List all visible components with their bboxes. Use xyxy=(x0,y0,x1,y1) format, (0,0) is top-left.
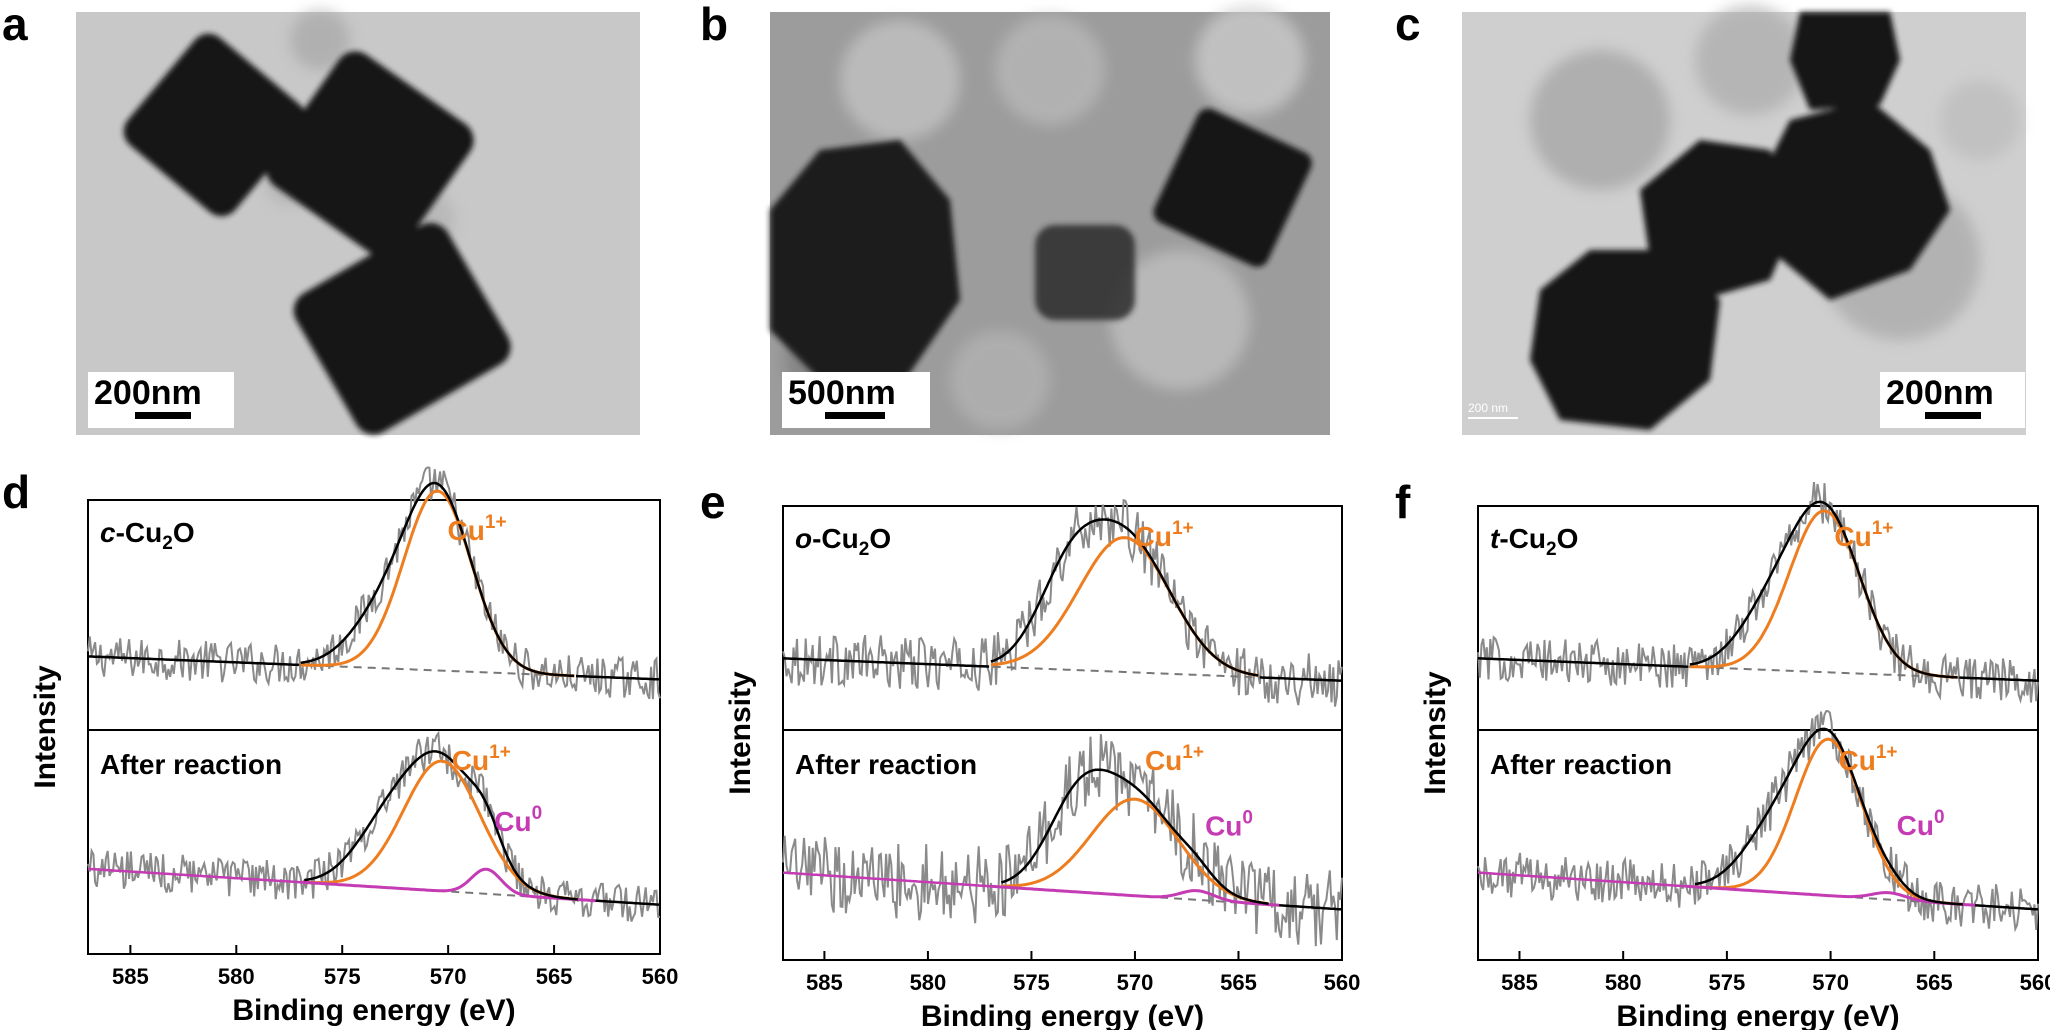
scale-bar-b-label: 500nm xyxy=(788,374,896,412)
envelope-fit xyxy=(990,518,1259,677)
cu1-fit xyxy=(1001,797,1269,906)
panel-label-f: f xyxy=(1395,476,1411,528)
baseline-fit xyxy=(1259,676,1343,682)
cu0-label: Cu0 xyxy=(1897,807,1945,841)
baseline-fit xyxy=(575,674,661,681)
scale-bar-a-label: 200nm xyxy=(94,374,202,412)
baseline-fit xyxy=(1959,676,2039,682)
raw-spectrum xyxy=(782,734,1343,947)
plot-frame xyxy=(782,505,1343,961)
scale-bar-c-label: 200nm xyxy=(1886,374,1994,412)
scale-bar-c xyxy=(1925,412,1981,419)
x-tick-label: 580 xyxy=(1605,970,1642,995)
baseline-fit xyxy=(87,655,299,667)
baseline-fit xyxy=(87,867,303,884)
scale-bar-b xyxy=(825,412,885,419)
scale-bar-a xyxy=(135,412,191,419)
x-tick-label: 575 xyxy=(1709,970,1746,995)
baseline-fit xyxy=(1477,871,1694,888)
raw-spectrum xyxy=(87,730,661,922)
x-tick-label: 570 xyxy=(430,964,467,989)
plot-frame xyxy=(1477,505,2039,961)
x-axis-title: Binding energy (eV) xyxy=(232,994,515,1027)
x-tick-label: 570 xyxy=(1117,970,1154,995)
tem-image-c: 200 nm 200nm xyxy=(1462,5,2026,435)
cu1-fit xyxy=(304,759,578,901)
panel-label-c: c xyxy=(1395,0,1421,50)
plot-frame xyxy=(87,499,661,955)
cu0-label: Cu0 xyxy=(494,803,542,837)
panel-label-d: d xyxy=(2,466,30,518)
x-tick-label: 570 xyxy=(1812,970,1849,995)
envelope-fit xyxy=(1689,500,1958,679)
cu0-fit xyxy=(1686,884,1976,907)
tem-image-a: 200nm xyxy=(76,10,640,435)
x-tick-label: 565 xyxy=(536,964,573,989)
cu1-label: Cu1+ xyxy=(1145,742,1204,776)
cu0-label: Cu0 xyxy=(1205,807,1253,841)
sample-label: c-Cu2O xyxy=(100,517,195,554)
envelope-fit xyxy=(304,750,578,901)
xps-chart-f: 585 580 575 570 565 560 Binding energy (eV) Int… xyxy=(1419,482,2050,1030)
x-tick-label: 585 xyxy=(806,970,843,995)
panel-label-e: e xyxy=(700,476,726,528)
baseline-fit xyxy=(1270,903,1343,911)
baseline-fit xyxy=(1964,903,2039,911)
xps-chart-d: 585 580 575 570 565 560 Binding energy (eV) Int… xyxy=(29,466,679,1027)
sample-label: After reaction xyxy=(100,749,282,780)
x-tick-label: 560 xyxy=(2020,970,2050,995)
x-tick-label: 575 xyxy=(324,964,361,989)
raw-spectrum xyxy=(1477,482,2039,705)
x-tick-label: 580 xyxy=(218,964,255,989)
x-tick-label: 560 xyxy=(1324,970,1361,995)
baseline-fit xyxy=(782,657,990,668)
cu0-fit xyxy=(990,884,1280,907)
x-axis-title: Binding energy (eV) xyxy=(1616,1000,1899,1030)
y-axis-title: Intensity xyxy=(1419,671,1452,795)
x-tick-label: 580 xyxy=(910,970,947,995)
x-tick-label: 585 xyxy=(112,964,149,989)
sample-label: After reaction xyxy=(1490,749,1672,780)
panel-label-b: b xyxy=(700,0,728,50)
xps-chart-e: 585 580 575 570 565 560 Binding energy (eV) Int… xyxy=(724,498,1361,1030)
envelope-fit xyxy=(300,481,575,678)
y-axis-title: Intensity xyxy=(724,671,757,795)
cu1-label: Cu1+ xyxy=(1834,518,1893,552)
sample-label: After reaction xyxy=(795,749,977,780)
background-line xyxy=(782,657,1343,682)
x-tick-label: 565 xyxy=(1916,970,1953,995)
x-tick-label: 585 xyxy=(1501,970,1538,995)
x-tick-label: 560 xyxy=(642,964,679,989)
tem-image-b: 500nm xyxy=(770,5,1330,435)
raw-spectrum xyxy=(87,466,661,700)
panel-label-a: a xyxy=(2,0,28,50)
envelope-fit xyxy=(1694,727,1963,906)
baseline-fit xyxy=(782,871,1000,889)
cu1-label: Cu1+ xyxy=(452,742,511,776)
cu1-label: Cu1+ xyxy=(1839,742,1898,776)
x-tick-label: 575 xyxy=(1013,970,1050,995)
cu1-fit xyxy=(1689,509,1958,679)
scale-bar-c-inner-label: 200 nm xyxy=(1468,401,1508,415)
x-tick-label: 565 xyxy=(1220,970,1257,995)
y-axis-title: Intensity xyxy=(29,665,62,789)
raw-spectrum xyxy=(1477,710,2039,933)
envelope-fit xyxy=(1000,768,1269,905)
cu0-fit xyxy=(300,867,596,903)
sample-label: o-Cu2O xyxy=(795,523,891,560)
x-axis-title: Binding energy (eV) xyxy=(921,1000,1204,1030)
baseline-fit xyxy=(1477,657,1689,668)
sample-label: t-Cu2O xyxy=(1490,523,1578,560)
cu1-label: Cu1+ xyxy=(1135,518,1194,552)
cu1-label: Cu1+ xyxy=(448,512,507,546)
